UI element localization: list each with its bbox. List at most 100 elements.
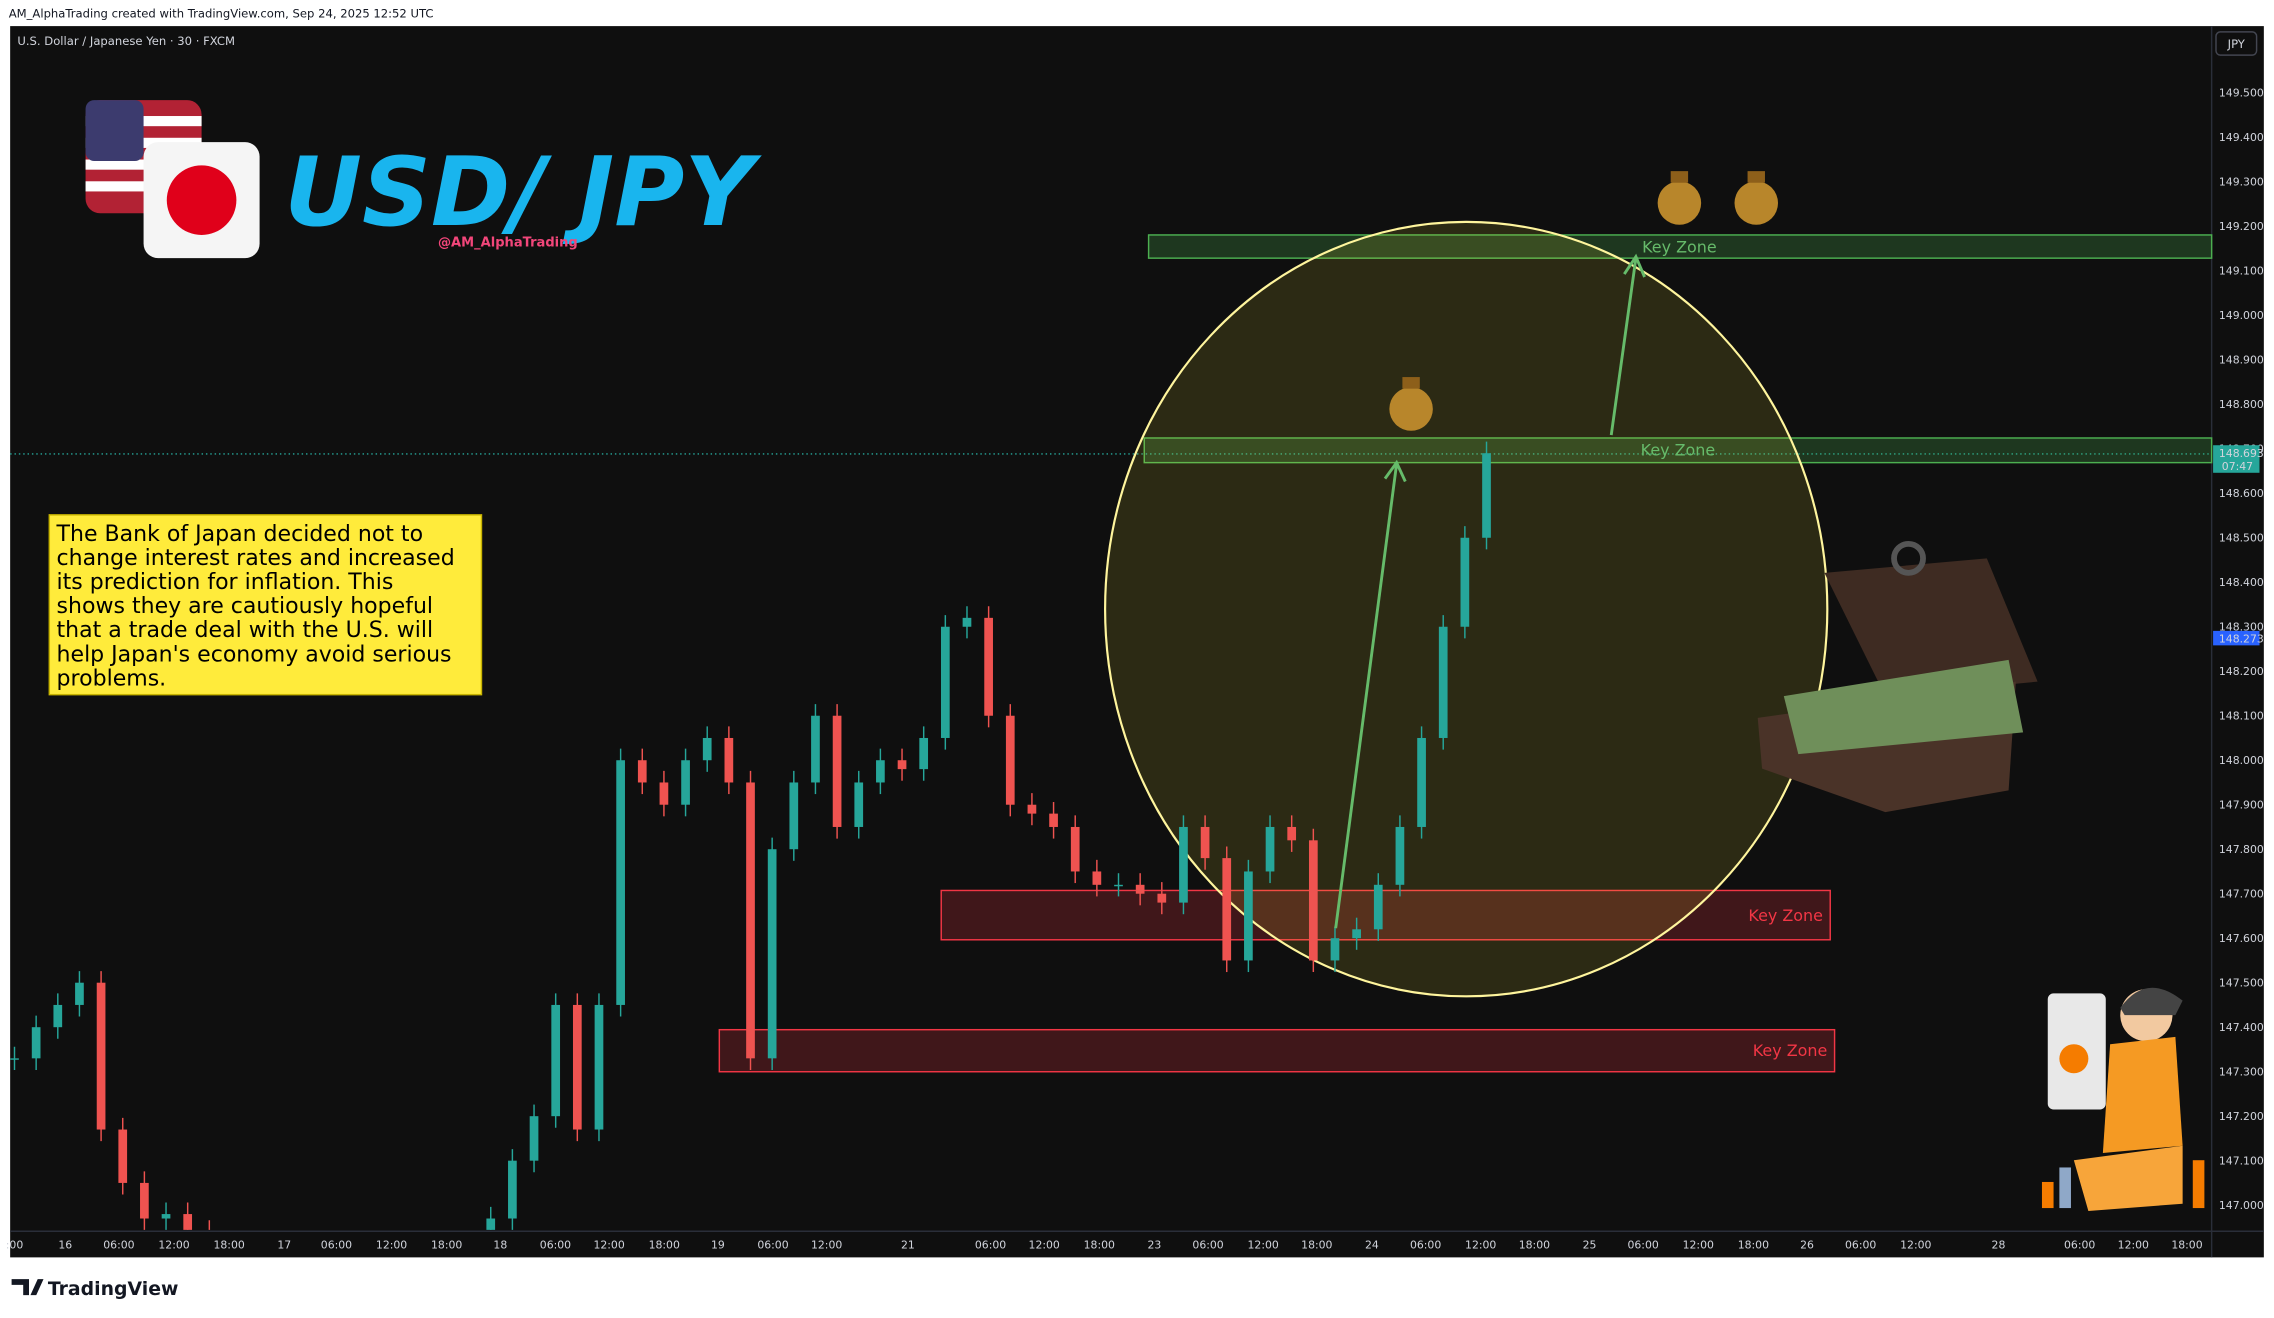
candle-body	[140, 1182, 149, 1219]
candle-body	[10, 1058, 19, 1060]
price-label: 147.900	[2219, 798, 2264, 811]
candle-body	[681, 760, 690, 805]
price-label: 148.800	[2219, 398, 2264, 411]
time-label: 12:00	[158, 1239, 189, 1252]
candle-body	[919, 737, 929, 770]
candle-body	[1027, 804, 1037, 814]
time-label: 18:00	[1084, 1239, 1115, 1252]
candle-body	[897, 760, 907, 770]
price-label: 149.200	[2219, 220, 2264, 233]
candle-body	[1352, 929, 1361, 939]
price-label: 147.200	[2219, 1110, 2264, 1123]
note-line: that a trade deal with the U.S. will	[57, 618, 434, 643]
time-label: 24	[1365, 1239, 1379, 1252]
price-label: 147.300	[2219, 1065, 2264, 1078]
candle-body	[1395, 826, 1405, 885]
candle-body	[832, 715, 842, 827]
time-label: 16	[58, 1239, 72, 1252]
time-label: 19	[711, 1239, 725, 1252]
time-label: 12:00	[2118, 1239, 2149, 1252]
price-label: 148.900	[2219, 353, 2264, 366]
candle-body	[1373, 884, 1383, 930]
marker-tag	[2213, 630, 2260, 646]
time-label: 06:00	[1410, 1239, 1441, 1252]
zone-label: Key Zone	[1641, 440, 1716, 459]
time-label: 18:00	[213, 1239, 244, 1252]
candle-body	[1438, 626, 1448, 738]
time-label: 28	[1992, 1239, 2006, 1252]
note-box	[48, 514, 483, 696]
note-line: its prediction for inflation. This	[57, 570, 394, 595]
time-label: 06:00	[321, 1239, 352, 1252]
candle-body	[161, 1214, 171, 1219]
candle-body	[118, 1129, 128, 1183]
time-label: 17	[277, 1239, 291, 1252]
zone	[718, 1028, 1836, 1073]
time-label: 12:00	[1465, 1239, 1496, 1252]
time-label: 12:00	[1029, 1239, 1060, 1252]
price-label: 147.700	[2219, 887, 2264, 900]
candle-body	[659, 782, 669, 805]
price-label: 147.500	[2219, 976, 2264, 989]
price-label: 149.000	[2219, 309, 2264, 322]
time-label: 18:00	[1738, 1239, 1769, 1252]
credit: AM_AlphaTrading created with TradingView…	[9, 6, 434, 20]
time-label: 06:00	[1192, 1239, 1223, 1252]
candle-body	[1092, 871, 1102, 885]
price-label: 147.000	[2219, 1199, 2264, 1212]
last-price-tag	[2213, 445, 2260, 473]
price-label: 149.100	[2219, 264, 2264, 277]
footer-logo[interactable]: TradingView	[11, 1279, 179, 1300]
candle-body	[789, 782, 799, 850]
time-label: 06:00	[1845, 1239, 1876, 1252]
time-label: 18	[493, 1239, 507, 1252]
zone-label: Key Zone	[1748, 906, 1823, 925]
last-price: 148.693	[2219, 447, 2264, 460]
candle-body	[811, 715, 820, 783]
candle-body	[767, 849, 777, 1059]
candle-body	[1070, 826, 1080, 872]
price-label: 148.000	[2219, 754, 2264, 767]
candle-body	[1157, 893, 1167, 903]
currency[interactable]: JPY	[2227, 37, 2246, 51]
candle-body	[1287, 826, 1297, 841]
candle-body	[53, 1004, 63, 1028]
time-label: 12:00	[593, 1239, 624, 1252]
candle-body	[1265, 826, 1275, 872]
note-line: help Japan's economy avoid serious	[57, 642, 452, 667]
zone	[1147, 234, 2213, 259]
note-line: change interest rates and increased	[57, 546, 455, 571]
candle-body	[1135, 884, 1145, 894]
currency-box[interactable]	[2215, 31, 2258, 56]
time-label: 06:00	[975, 1239, 1006, 1252]
marker-price: 148.273	[2219, 632, 2264, 645]
logo-handle: @AM_AlphaTrading	[438, 236, 578, 251]
time-label: 06:00	[2064, 1239, 2095, 1252]
candle-body	[637, 760, 647, 783]
candle-body	[75, 982, 84, 1005]
time-label: 25	[1583, 1239, 1597, 1252]
price-label: 147.600	[2219, 932, 2264, 945]
candle-body	[1179, 826, 1188, 903]
candle-body	[508, 1160, 517, 1219]
person-image	[2041, 987, 2205, 1211]
arrows	[1334, 253, 1646, 929]
candle-body	[529, 1116, 539, 1161]
candle-body	[1244, 871, 1253, 961]
countdown: 07:47	[2222, 460, 2253, 473]
brand[interactable]: TradingView	[48, 1279, 179, 1300]
price-label: 147.400	[2219, 1021, 2264, 1034]
time-label: 06:00	[757, 1239, 788, 1252]
candle-body	[962, 617, 972, 627]
logo-title: USD/ JPY	[284, 136, 762, 248]
note-line: shows they are cautiously hopeful	[57, 594, 434, 619]
note-line: The Bank of Japan decided not to	[56, 522, 424, 547]
candle-body	[1417, 737, 1426, 827]
candle-body	[96, 982, 106, 1130]
price-label: 149.300	[2219, 175, 2264, 188]
time-label: 12:00	[1248, 1239, 1279, 1252]
candle-body	[31, 1027, 41, 1059]
money-bag-icons	[1389, 171, 1779, 431]
candle-body	[940, 626, 950, 738]
time-label: 06:00	[103, 1239, 134, 1252]
